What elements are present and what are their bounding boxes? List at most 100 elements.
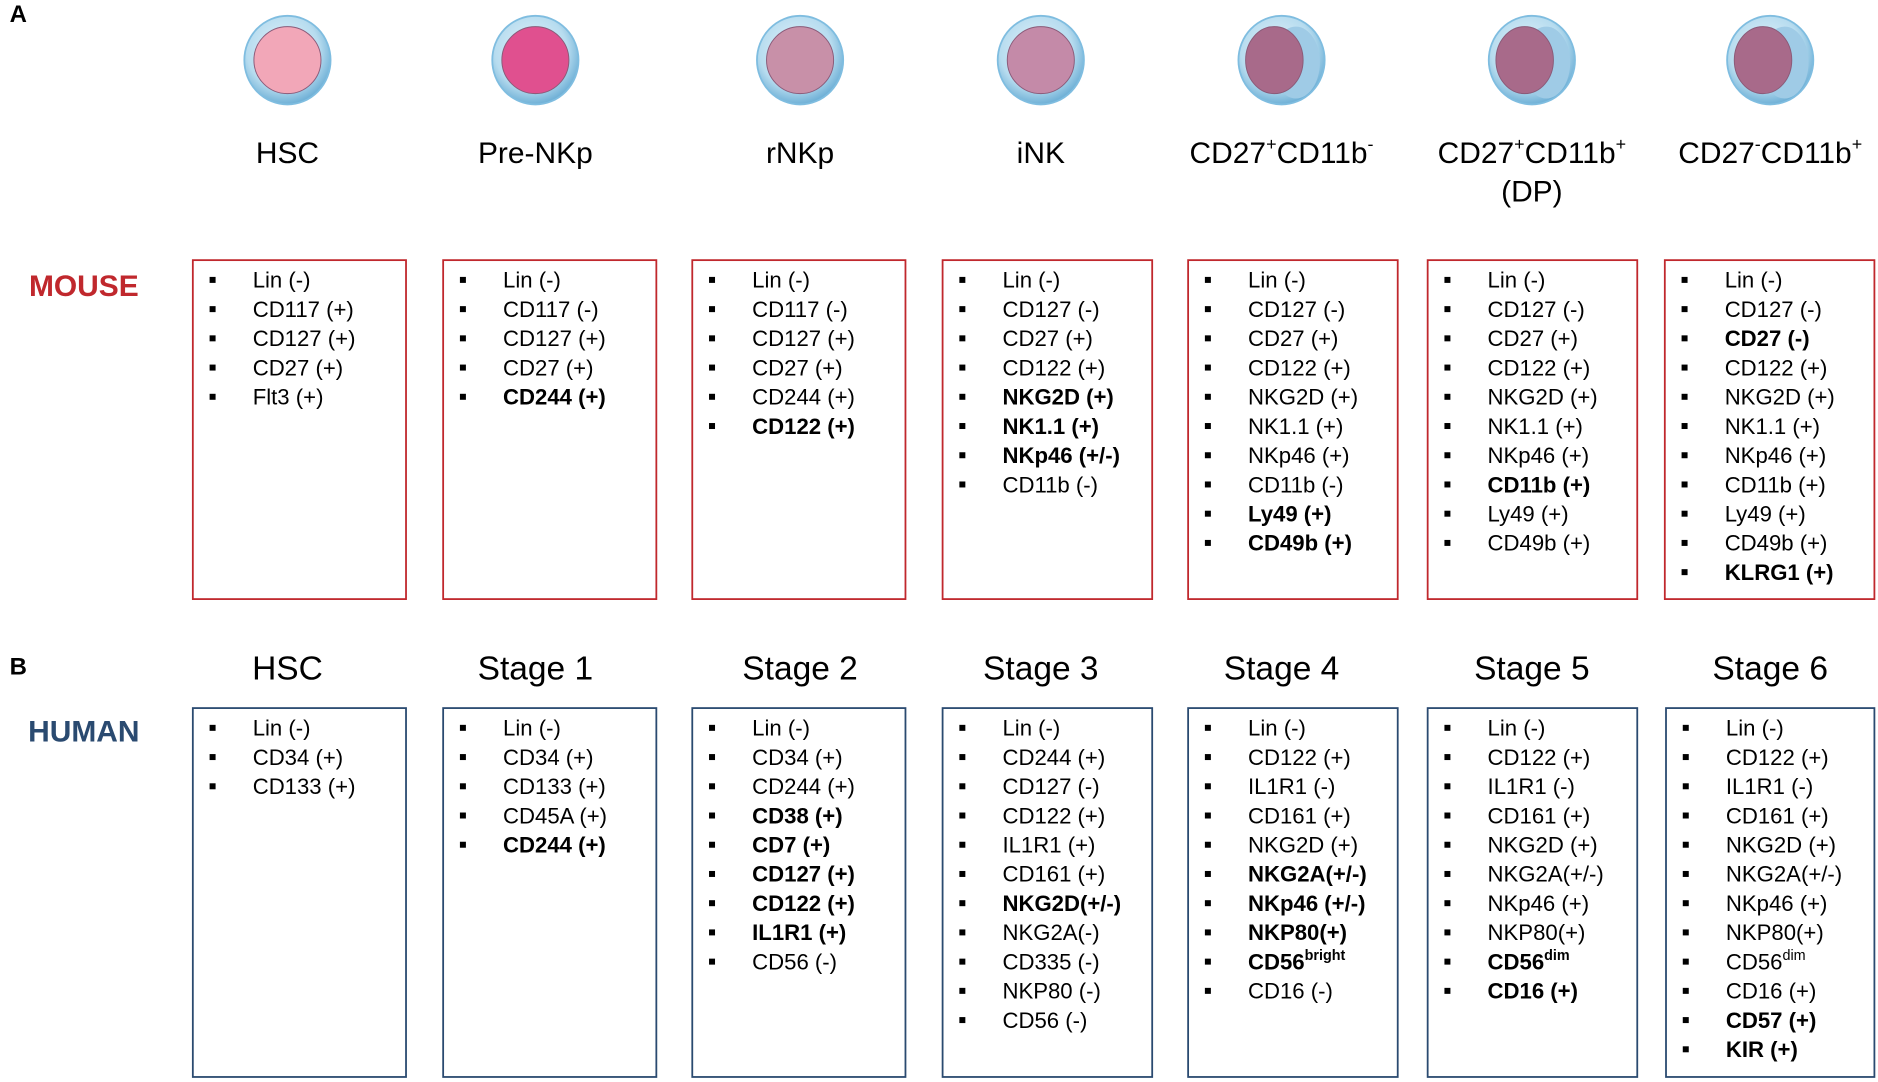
marker-text: CD11b (-)	[1248, 472, 1344, 497]
marker-text: Lin (-)	[1488, 268, 1546, 293]
marker-text: NKp46 (+)	[1726, 891, 1828, 916]
marker: KIR (+)	[1726, 1037, 1798, 1062]
marker-box	[442, 707, 658, 1078]
marker-text: NKp46 (+)	[1488, 443, 1590, 468]
bullet	[1682, 754, 1689, 761]
cell-nucleus	[1733, 26, 1793, 95]
stage-name-part: -	[1755, 134, 1761, 154]
bullet	[959, 929, 966, 936]
marker: CD127 (+)	[503, 326, 606, 351]
marker: NKG2D (+)	[1725, 385, 1835, 410]
marker-text: IL1R1 (+)	[1002, 833, 1095, 858]
marker: CD117 (-)	[503, 297, 599, 322]
bullet	[209, 335, 216, 342]
marker-text: Lin (-)	[253, 716, 311, 741]
stage-name: Stage 4	[1224, 650, 1340, 687]
marker-box	[1426, 707, 1639, 1078]
marker: IL1R1 (+)	[1002, 833, 1095, 858]
marker-text: NKP80(+)	[1248, 920, 1347, 945]
marker-text: Lin (-)	[1002, 716, 1060, 741]
marker: Lin (-)	[503, 716, 561, 741]
marker-text: NKp46 (+/-)	[1002, 443, 1119, 468]
bullet	[459, 754, 466, 761]
marker-text: CD122 (+)	[1488, 355, 1591, 380]
stage-name: HSC	[256, 137, 319, 170]
marker-text: CD244 (+)	[752, 774, 855, 799]
marker-text: CD56	[1726, 949, 1783, 974]
marker: CD244 (+)	[752, 385, 855, 410]
marker-text: CD27 (+)	[1488, 326, 1578, 351]
bullet	[1204, 481, 1211, 488]
marker-text: IL1R1 (+)	[752, 920, 846, 945]
marker-text: Lin (-)	[253, 268, 311, 293]
marker: CD27 (+)	[253, 355, 343, 380]
bullet	[1682, 900, 1689, 907]
marker: CD122 (+)	[752, 414, 855, 439]
marker-box	[1665, 707, 1876, 1078]
marker: CD161 (+)	[1248, 803, 1351, 828]
stage-name-part: HSC	[256, 137, 319, 170]
marker-text: CD122 (+)	[1248, 355, 1351, 380]
bullet	[709, 812, 716, 819]
marker: CD27 (+)	[1002, 326, 1092, 351]
marker: CD244 (+)	[503, 833, 606, 858]
stage-name: (DP)	[1501, 175, 1563, 208]
marker-text: CD11b (+)	[1488, 472, 1591, 497]
marker: NKp46 (+)	[1488, 443, 1590, 468]
marker: CD127 (-)	[1002, 774, 1099, 799]
bullet	[1444, 841, 1451, 848]
marker-box	[191, 259, 407, 600]
bullet	[1681, 539, 1688, 546]
bullet	[959, 783, 966, 790]
marker: CD56 (-)	[752, 949, 837, 974]
marker-text: CD161 (+)	[1002, 862, 1105, 887]
bullet	[959, 306, 966, 313]
marker: NKG2D (+)	[1488, 833, 1598, 858]
bullet	[709, 423, 716, 430]
bullet	[1204, 510, 1211, 517]
marker-box	[1426, 259, 1639, 600]
marker: CD127 (+)	[752, 862, 855, 887]
panel-label: A	[10, 1, 27, 28]
bullet	[709, 306, 716, 313]
marker: CD127 (+)	[253, 326, 356, 351]
bullet	[1681, 393, 1688, 400]
marker-text: CD27 (+)	[1002, 326, 1092, 351]
bullet	[1682, 783, 1689, 790]
marker: Lin (-)	[253, 716, 311, 741]
marker: NK1.1 (+)	[1488, 414, 1583, 439]
marker-text: NKG2D (+)	[1726, 833, 1836, 858]
marker: Lin (-)	[503, 268, 561, 293]
bullet	[459, 812, 466, 819]
marker: NKG2D (+)	[1002, 385, 1113, 410]
bullet	[459, 393, 466, 400]
bullet	[1444, 452, 1451, 459]
marker-text: CD16 (-)	[1248, 979, 1333, 1004]
marker: CD122 (+)	[1002, 803, 1105, 828]
marker: NKP80(+)	[1726, 920, 1824, 945]
marker-text: CD161 (+)	[1726, 803, 1829, 828]
marker: Ly49 (+)	[1725, 501, 1806, 526]
marker-box	[1187, 707, 1399, 1078]
bullet	[1681, 510, 1688, 517]
stage-name-part: CD27	[1190, 137, 1267, 170]
bullet	[459, 724, 466, 731]
marker-text: CD34 (+)	[503, 745, 593, 770]
marker-text: CD122 (+)	[1248, 745, 1351, 770]
stage-name-part: (DP)	[1501, 175, 1563, 208]
marker-text: CD127 (-)	[1248, 297, 1345, 322]
bullet	[1681, 306, 1688, 313]
marker-text: CD244 (+)	[752, 385, 855, 410]
bullet	[209, 754, 216, 761]
bullet	[1204, 539, 1211, 546]
bullet	[959, 393, 966, 400]
marker: NKp46 (+/-)	[1248, 891, 1365, 916]
bullet	[959, 754, 966, 761]
marker-text: CD11b (+)	[1725, 472, 1826, 497]
marker: CD11b (-)	[1248, 472, 1344, 497]
marker-text: CD122 (+)	[1002, 355, 1105, 380]
bullet	[959, 870, 966, 877]
bullet	[459, 276, 466, 283]
marker-text: CD244 (+)	[503, 385, 606, 410]
marker: CD27 (+)	[1248, 326, 1338, 351]
